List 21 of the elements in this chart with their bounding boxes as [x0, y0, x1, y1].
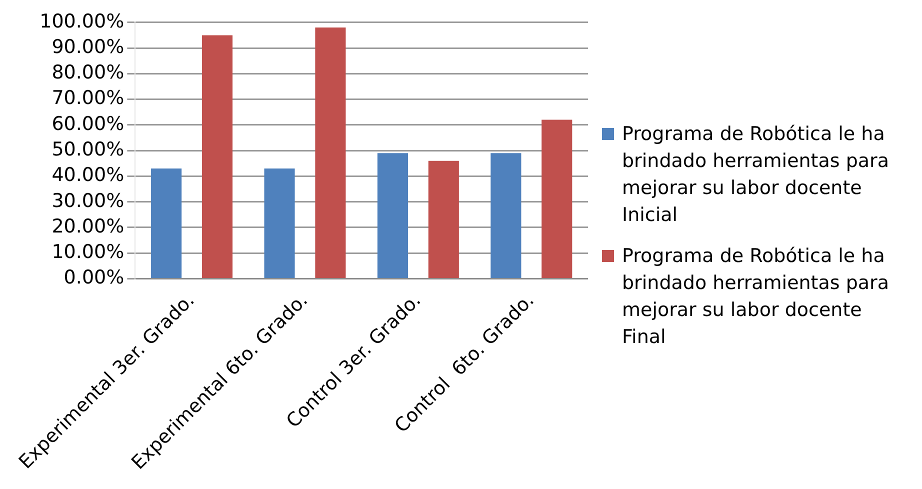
y-tick-label: 100.00%: [40, 10, 124, 32]
bar: [542, 120, 572, 278]
y-tick-label: 10.00%: [52, 241, 124, 264]
y-tick-label: 90.00%: [52, 36, 124, 58]
y-tick-label: 30.00%: [52, 190, 124, 212]
y-tick-label: 20.00%: [52, 215, 124, 238]
bar: [490, 153, 522, 278]
y-tick-label: 40.00%: [52, 164, 124, 186]
y-tick-label: 60.00%: [52, 112, 124, 135]
legend-label: Programa de Robótica le ha brindado herramientas para mejorar su labor docente Inicial: [622, 122, 890, 228]
y-tick-label: 50.00%: [52, 138, 124, 160]
bar: [377, 153, 408, 278]
bar: [202, 35, 233, 278]
bar: [315, 28, 346, 278]
bar: [264, 168, 295, 278]
y-tick-label: 0.00%: [64, 266, 124, 289]
bar: [151, 168, 182, 278]
y-tick-label: 80.00%: [52, 62, 124, 84]
legend-label: Programa de Robótica le ha brindado herramientas para mejorar su labor docente Final: [622, 244, 890, 350]
bar: [428, 160, 459, 278]
y-tick-label: 70.00%: [52, 87, 124, 110]
